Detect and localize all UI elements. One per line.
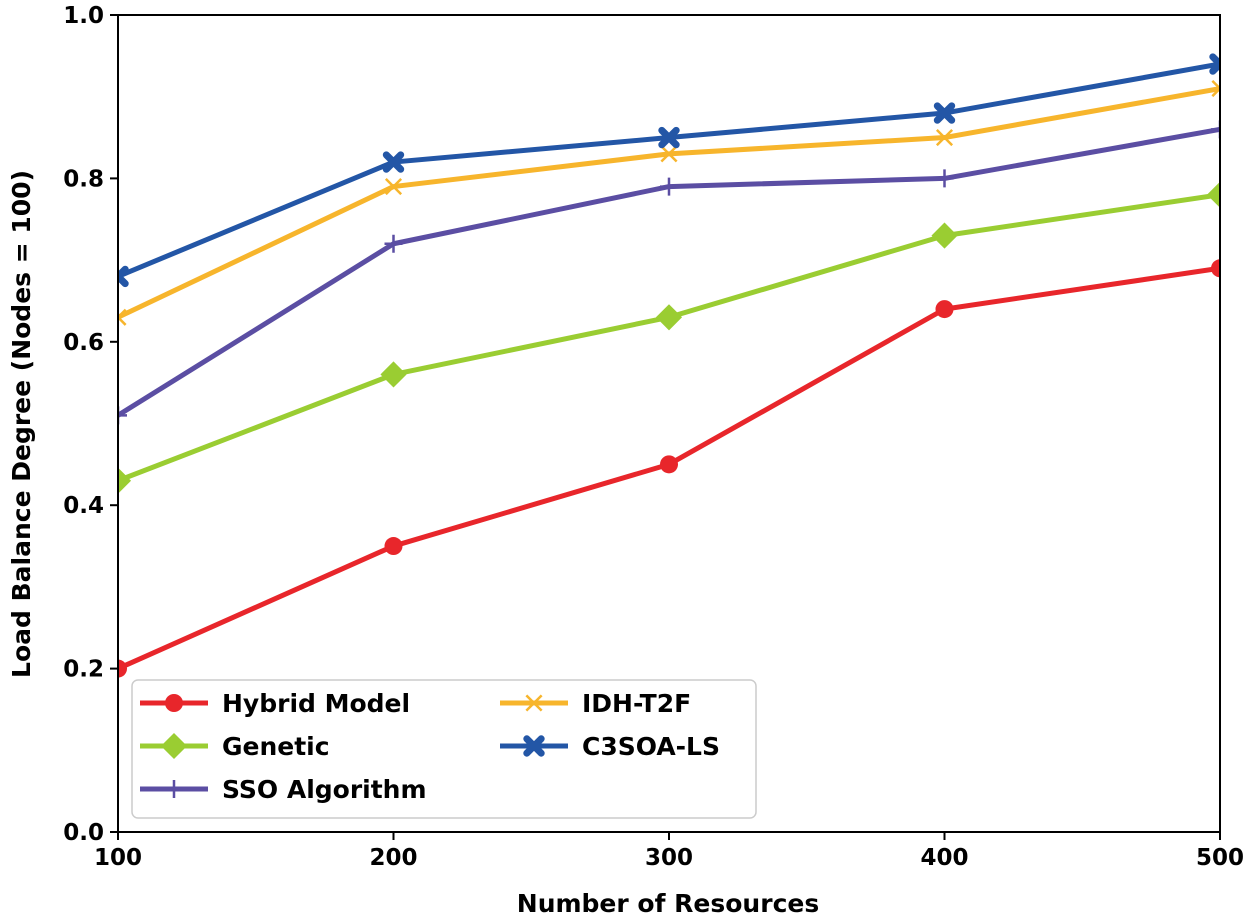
data-point [384,234,403,253]
legend-item: C3SOA-LS [500,732,720,761]
data-point [118,308,127,326]
data-point [382,151,405,173]
data-point [660,177,678,196]
data-point [660,145,678,163]
legend-item: Genetic [140,732,330,761]
x-tick-label: 100 [94,845,142,871]
data-point [658,126,680,149]
data-point [1206,181,1220,208]
legend-label: SSO Algorithm [222,775,427,804]
data-point [380,361,407,388]
data-point [118,659,127,678]
x-axis-title: Number of Resources [517,889,819,918]
series-line [118,61,1220,279]
y-tick-label: 1.0 [63,3,104,29]
y-tick-label: 0.4 [63,493,104,519]
legend-item: SSO Algorithm [140,775,427,804]
legend-swatch-marker [165,780,183,798]
series-c3soa-ls [118,53,1220,288]
data-point [935,169,954,188]
data-point [933,102,956,124]
legend-swatch-marker [525,694,543,712]
plot-area [118,53,1220,678]
series-sso-algorithm [118,120,1220,425]
data-point [1209,53,1220,75]
x-tick-label: 200 [369,845,417,871]
series-line [118,86,1220,320]
axes: 100 200 300 400 500 0.0 0.2 0.4 0.6 0.8 1.0 [63,3,1244,871]
data-point [1211,79,1220,98]
legend: Hybrid Model Genetic SSO Algorithm IDH-T2F C… [131,679,757,819]
data-point [384,537,403,556]
legend-box [131,679,757,819]
data-point [118,265,129,288]
data-point [931,222,958,249]
legend-item: Hybrid Model [140,689,410,718]
legend-swatch-marker [165,694,183,712]
legend-label: C3SOA-LS [582,732,720,761]
legend-label: IDH-T2F [582,689,691,718]
data-point [1211,259,1220,278]
x-tick-label: 300 [645,845,693,871]
legend-swatch-marker [160,732,188,760]
y-tick-label: 0.8 [63,166,104,192]
legend-label: Hybrid Model [222,689,410,718]
data-point [935,300,954,319]
data-point [660,455,678,474]
y-tick-label: 0.2 [63,657,104,683]
data-point [118,467,132,494]
data-point [655,304,683,331]
data-point [118,406,127,425]
legend-item: IDH-T2F [500,689,691,718]
series-hybrid-model [118,259,1220,678]
series-line [118,126,1220,418]
y-axis-title: Load Balance Degree (Nodes = 100) [7,170,36,678]
series-genetic [118,181,1220,494]
data-point [384,178,403,196]
y-tick-label: 0.6 [63,330,104,356]
x-tick-label: 500 [1196,845,1244,871]
y-tick-label: 0.0 [63,820,104,846]
legend-swatch-marker [523,735,545,757]
data-point [1211,120,1220,139]
data-point [935,129,954,147]
x-tick-label: 400 [920,845,968,871]
series-idh-t2f [118,79,1220,326]
legend-label: Genetic [222,732,330,761]
